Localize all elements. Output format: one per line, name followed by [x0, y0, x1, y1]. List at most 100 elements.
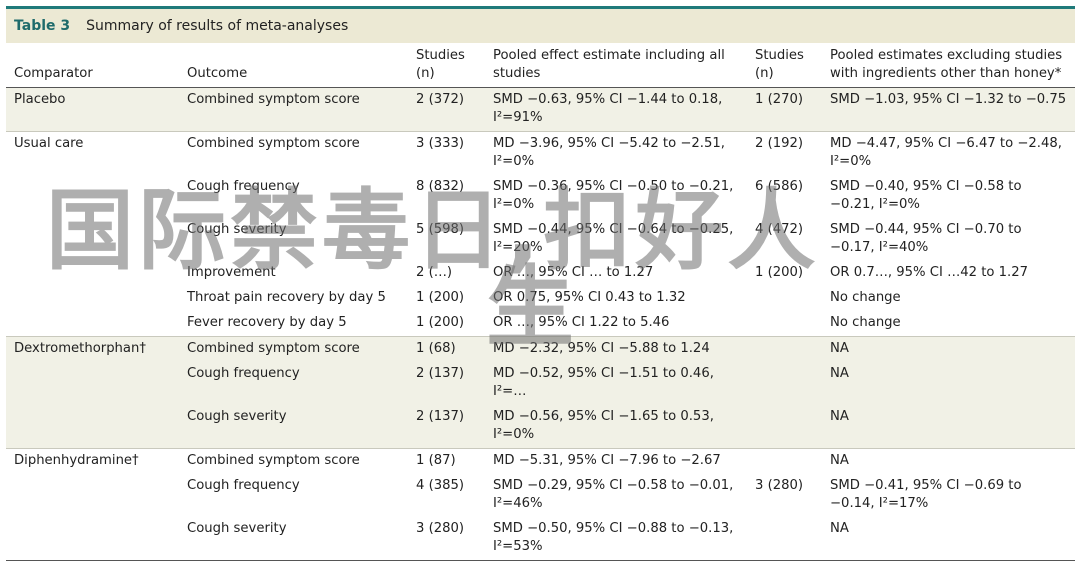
- pooled-honey-cell: NA: [822, 448, 1075, 474]
- comparator-cell: [6, 261, 179, 286]
- pooled-honey-cell: NA: [822, 405, 1075, 449]
- pooled-honey-cell: NA: [822, 336, 1075, 362]
- table-number: Table 3: [14, 18, 71, 34]
- table-wrapper: Comparator Outcome Studies (n) Pooled ef…: [6, 43, 1075, 561]
- pooled-all-cell: SMD −0.44, 95% CI −0.64 to −0.25, I²=20%: [485, 218, 747, 261]
- studies-honey-cell: [747, 336, 822, 362]
- comparator-cell: [6, 311, 179, 337]
- comparator-cell: Placebo: [6, 87, 179, 132]
- table-row: Diphenhydramine† Combined symptom score 1 …: [6, 448, 1075, 474]
- studies-honey-cell: [747, 362, 822, 405]
- comparator-cell: [6, 517, 179, 560]
- col-header-pooled-all: Pooled effect estimate including all stu…: [485, 43, 747, 88]
- studies-all-cell: 2 (…): [408, 261, 485, 286]
- studies-all-cell: 2 (372): [408, 87, 485, 132]
- outcome-cell: Cough frequency: [179, 474, 408, 517]
- results-table: Comparator Outcome Studies (n) Pooled ef…: [6, 43, 1075, 560]
- col-header-studies-all: Studies (n): [408, 43, 485, 88]
- table-body: Placebo Combined symptom score 2 (372) SMD …: [6, 87, 1075, 560]
- outcome-cell: Combined symptom score: [179, 336, 408, 362]
- studies-honey-cell: [747, 448, 822, 474]
- table-row: Cough frequency 2 (137) MD −0.52, 95% CI −…: [6, 362, 1075, 405]
- comparator-cell: [6, 405, 179, 449]
- studies-all-cell: 3 (280): [408, 517, 485, 560]
- table-row: Cough severity 2 (137) MD −0.56, 95% CI −1…: [6, 405, 1075, 449]
- studies-all-cell: 1 (68): [408, 336, 485, 362]
- table-row: Cough frequency 8 (832) SMD −0.36, 95% CI …: [6, 175, 1075, 218]
- table-row: Cough frequency 4 (385) SMD −0.29, 95% CI …: [6, 474, 1075, 517]
- studies-all-cell: 4 (385): [408, 474, 485, 517]
- comparator-cell: [6, 218, 179, 261]
- outcome-cell: Combined symptom score: [179, 131, 408, 175]
- outcome-cell: Cough frequency: [179, 175, 408, 218]
- studies-honey-cell: 4 (472): [747, 218, 822, 261]
- pooled-all-cell: SMD −0.29, 95% CI −0.58 to −0.01, I²=46%: [485, 474, 747, 517]
- table-row: Dextromethorphan† Combined symptom score 1…: [6, 336, 1075, 362]
- col-header-pooled-honey: Pooled estimates excluding studies with …: [822, 43, 1075, 88]
- studies-honey-cell: 3 (280): [747, 474, 822, 517]
- table-row: Cough severity 5 (598) SMD −0.44, 95% CI −…: [6, 218, 1075, 261]
- outcome-cell: Combined symptom score: [179, 448, 408, 474]
- pooled-honey-cell: SMD −0.41, 95% CI −0.69 to −0.14, I²=17%: [822, 474, 1075, 517]
- outcome-cell: Throat pain recovery by day 5: [179, 286, 408, 311]
- pooled-all-cell: MD −3.96, 95% CI −5.42 to −2.51, I²=0%: [485, 131, 747, 175]
- comparator-cell: Usual care: [6, 131, 179, 175]
- pooled-all-cell: OR …, 95% CI … to 1.27: [485, 261, 747, 286]
- pooled-all-cell: MD −0.52, 95% CI −1.51 to 0.46, I²=…: [485, 362, 747, 405]
- studies-all-cell: 1 (200): [408, 286, 485, 311]
- outcome-cell: Cough severity: [179, 405, 408, 449]
- pooled-all-cell: SMD −0.36, 95% CI −0.50 to −0.21, I²=0%: [485, 175, 747, 218]
- header-row: Comparator Outcome Studies (n) Pooled ef…: [6, 43, 1075, 88]
- outcome-cell: Improvement: [179, 261, 408, 286]
- studies-honey-cell: [747, 286, 822, 311]
- pooled-all-cell: MD −2.32, 95% CI −5.88 to 1.24: [485, 336, 747, 362]
- studies-honey-cell: 1 (200): [747, 261, 822, 286]
- table-row: Improvement 2 (…) OR …, 95% CI … to 1.27 1 …: [6, 261, 1075, 286]
- studies-all-cell: 1 (200): [408, 311, 485, 337]
- pooled-all-cell: SMD −0.50, 95% CI −0.88 to −0.13, I²=53%: [485, 517, 747, 560]
- studies-honey-cell: 1 (270): [747, 87, 822, 132]
- pooled-honey-cell: SMD −1.03, 95% CI −1.32 to −0.75: [822, 87, 1075, 132]
- pooled-all-cell: MD −5.31, 95% CI −7.96 to −2.67: [485, 448, 747, 474]
- col-header-studies-honey: Studies (n): [747, 43, 822, 88]
- outcome-cell: Cough frequency: [179, 362, 408, 405]
- outcome-cell: Fever recovery by day 5: [179, 311, 408, 337]
- pooled-all-cell: MD −0.56, 95% CI −1.65 to 0.53, I²=0%: [485, 405, 747, 449]
- studies-all-cell: 2 (137): [408, 405, 485, 449]
- outcome-cell: Cough severity: [179, 218, 408, 261]
- studies-honey-cell: 6 (586): [747, 175, 822, 218]
- studies-honey-cell: 2 (192): [747, 131, 822, 175]
- pooled-honey-cell: No change: [822, 286, 1075, 311]
- comparator-cell: Diphenhydramine†: [6, 448, 179, 474]
- studies-all-cell: 2 (137): [408, 362, 485, 405]
- pooled-honey-cell: NA: [822, 362, 1075, 405]
- studies-honey-cell: [747, 405, 822, 449]
- pooled-all-cell: OR …, 95% CI 1.22 to 5.46: [485, 311, 747, 337]
- table-title-bar: Table 3 Summary of results of meta-analy…: [6, 6, 1075, 43]
- comparator-cell: [6, 474, 179, 517]
- pooled-honey-cell: No change: [822, 311, 1075, 337]
- table-figure: Table 3 Summary of results of meta-analy…: [6, 6, 1075, 561]
- studies-honey-cell: [747, 517, 822, 560]
- comparator-cell: Dextromethorphan†: [6, 336, 179, 362]
- studies-all-cell: 5 (598): [408, 218, 485, 261]
- pooled-honey-cell: NA: [822, 517, 1075, 560]
- studies-all-cell: 8 (832): [408, 175, 485, 218]
- pooled-all-cell: OR 0.75, 95% CI 0.43 to 1.32: [485, 286, 747, 311]
- table-caption: Summary of results of meta-analyses: [86, 18, 349, 34]
- table-row: Usual care Combined symptom score 3 (333) M…: [6, 131, 1075, 175]
- pooled-honey-cell: OR 0.7…, 95% CI …42 to 1.27: [822, 261, 1075, 286]
- col-header-outcome: Outcome: [179, 43, 408, 88]
- pooled-all-cell: SMD −0.63, 95% CI −1.44 to 0.18, I²=91%: [485, 87, 747, 132]
- studies-all-cell: 3 (333): [408, 131, 485, 175]
- comparator-cell: [6, 175, 179, 218]
- comparator-cell: [6, 362, 179, 405]
- pooled-honey-cell: MD −4.47, 95% CI −6.47 to −2.48, I²=0%: [822, 131, 1075, 175]
- table-row: Cough severity 3 (280) SMD −0.50, 95% CI −…: [6, 517, 1075, 560]
- pooled-honey-cell: SMD −0.44, 95% CI −0.70 to −0.17, I²=40%: [822, 218, 1075, 261]
- pooled-honey-cell: SMD −0.40, 95% CI −0.58 to −0.21, I²=0%: [822, 175, 1075, 218]
- table-row: Placebo Combined symptom score 2 (372) SMD …: [6, 87, 1075, 132]
- outcome-cell: Combined symptom score: [179, 87, 408, 132]
